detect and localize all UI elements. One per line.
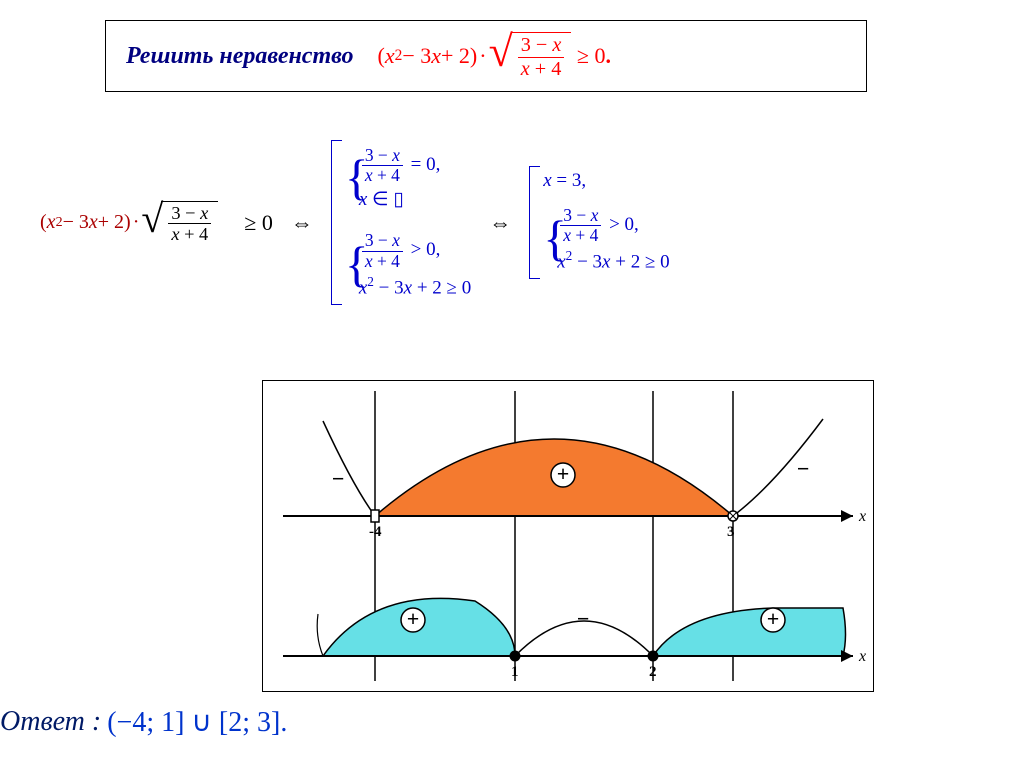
iff-arrow-2: ⇔	[489, 210, 511, 236]
eq-row: x2 − 3x + 2 ≥ 0	[557, 248, 669, 273]
svg-text:+: +	[557, 461, 570, 486]
system-1: { 3 − xx + 4 = 0, x ∈ ▯	[345, 146, 471, 211]
svg-text:+: +	[407, 606, 420, 631]
eq-row: 3 − xx + 4 = 0,	[359, 146, 471, 185]
eq-row: 3 − xx + 4 > 0,	[557, 206, 669, 245]
sign-chart: x -4 3 − + − x 1 2 + − +	[262, 380, 874, 692]
answer: Ответ : (−4; 1] ∪ [2; 3].	[0, 705, 287, 739]
svg-text:-4: -4	[369, 524, 382, 540]
svg-text:3: 3	[727, 524, 735, 540]
union-bracket-icon	[529, 166, 540, 280]
iff-arrow-1: ⇔	[291, 210, 313, 236]
system-block-2: x = 3, { 3 − xx + 4 > 0, x2 − 3x + 2 ≥ 0	[529, 166, 669, 280]
system-block-1: { 3 − xx + 4 = 0, x ∈ ▯ { 3 − xx + 4 > 0…	[331, 140, 471, 305]
eq-row: x2 − 3x + 2 ≥ 0	[359, 274, 471, 299]
brace-icon: {	[345, 231, 369, 299]
solution-steps: (x2 − 3x + 2)· √ 3 − xx + 4 ≥ 0 ⇔ { 3 − …	[40, 140, 670, 305]
eq-row: x = 3,	[543, 166, 669, 200]
union-bracket-icon	[331, 140, 342, 305]
eq-rhs: = 0,	[411, 154, 441, 175]
problem-formula: (x2 − 3x + 2)· √ 3 − xx + 4 ≥ 0.	[378, 32, 611, 80]
system-2: { 3 − xx + 4 > 0, x2 − 3x + 2 ≥ 0	[345, 231, 471, 299]
brace-icon: {	[345, 146, 369, 211]
svg-text:−: −	[797, 456, 810, 481]
svg-text:1: 1	[511, 664, 519, 680]
svg-text:+: +	[767, 606, 780, 631]
answer-value: (−4; 1] ∪ [2; 3].	[107, 705, 287, 739]
svg-text:−: −	[577, 606, 590, 631]
problem-title-box: Решить неравенство (x2 − 3x + 2)· √ 3 − …	[105, 20, 867, 92]
brace-icon: {	[543, 206, 567, 274]
eq-row: 3 − xx + 4 > 0,	[359, 231, 471, 270]
eq-rhs: > 0,	[609, 214, 639, 235]
eq-rhs: > 0,	[411, 240, 441, 261]
lhs-expression: (x2 − 3x + 2)· √ 3 − xx + 4	[40, 201, 218, 244]
geq-zero: ≥ 0	[244, 210, 273, 236]
svg-text:2: 2	[649, 664, 657, 680]
svg-text:x: x	[858, 648, 866, 665]
svg-text:x: x	[858, 508, 866, 525]
eq-row: x ∈ ▯	[359, 188, 471, 211]
answer-label: Ответ :	[0, 706, 101, 738]
svg-text:−: −	[332, 466, 345, 491]
problem-label: Решить неравенство	[126, 43, 354, 70]
system-3: { 3 − xx + 4 > 0, x2 − 3x + 2 ≥ 0	[543, 206, 669, 274]
